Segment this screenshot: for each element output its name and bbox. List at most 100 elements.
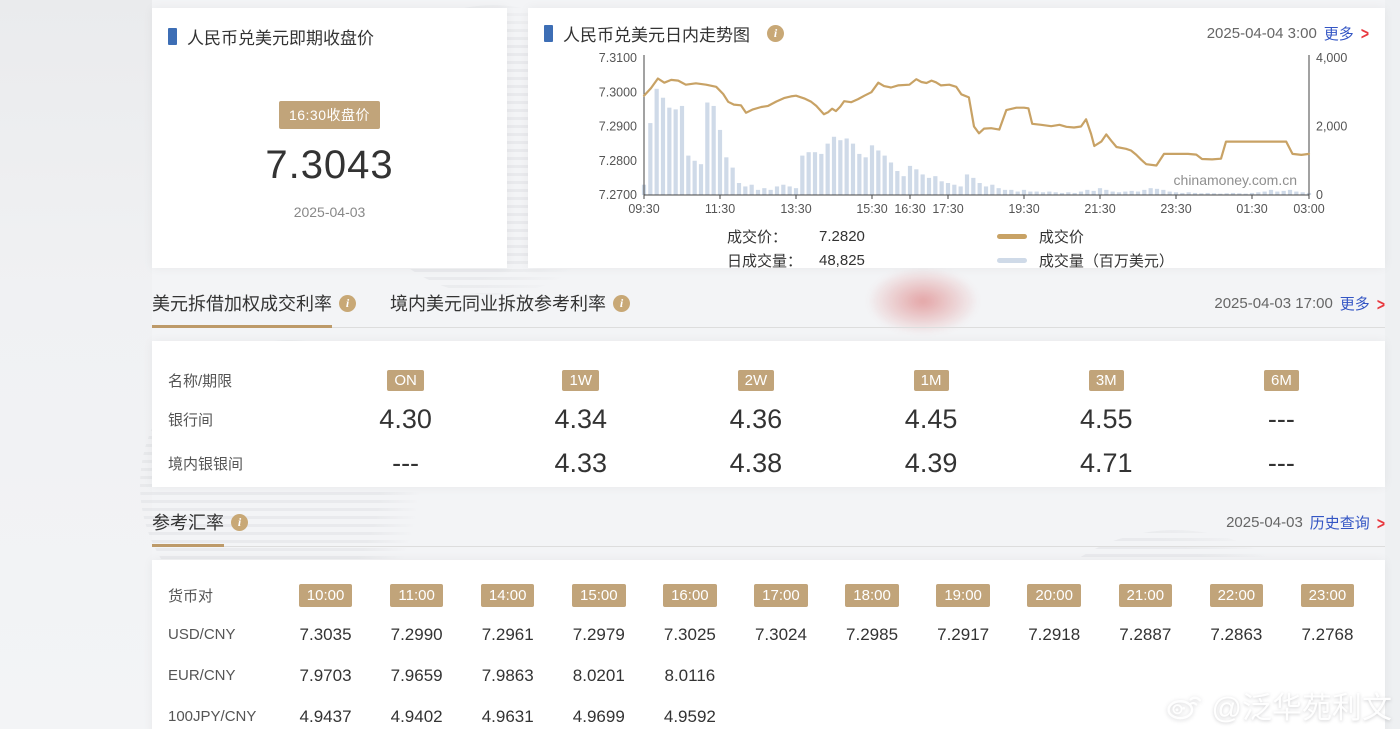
fx-section-bar: 参考汇率 i 2025-04-03 历史查询 > (152, 509, 1385, 547)
fx-cell: 7.2918 (1009, 625, 1100, 645)
volume-legend-swatch (996, 257, 1027, 263)
rate-value: --- (1267, 447, 1295, 478)
fx-value: 7.2768 (1301, 624, 1354, 644)
fx-table-row: USD/CNY 7.3035 7.2990 7.2961 7.2979 7.3025 7.3… (168, 614, 1373, 655)
intraday-timestamp: 2025-04-04 3:00 (1206, 24, 1317, 42)
chevron-right-icon[interactable]: > (1376, 293, 1385, 314)
time-badge: 15:00 (572, 583, 626, 607)
rates-timestamp: 2025-04-03 17:00 (1214, 295, 1333, 312)
fx-column-header: 23:00 (1282, 583, 1373, 607)
rates-more-link[interactable]: 更多 (1339, 296, 1370, 313)
fx-value: 4.9699 (572, 706, 625, 726)
fx-cell: 7.2917 (918, 625, 1009, 645)
fx-value: 7.3024 (754, 624, 807, 644)
intraday-chart[interactable]: 7.3100 7.3000 7.2900 7.2800 7.2700 4,000 2,000… (544, 48, 1369, 220)
fx-row-label: 100JPY/CNY (168, 708, 257, 725)
fx-value: 7.3035 (299, 624, 352, 644)
background-photo-strip-right (1385, 0, 1400, 729)
fx-value: 7.2985 (846, 624, 899, 644)
fx-value: 7.2961 (481, 624, 534, 644)
intraday-more-link[interactable]: 更多 (1323, 25, 1354, 43)
info-icon[interactable]: i (613, 294, 630, 312)
fx-value: 4.9402 (390, 706, 443, 726)
tab-reference-rates[interactable]: 参考汇率 i (152, 509, 248, 547)
rates-header-row: 名称/期限 ON 1W 2W 1M 3M 6M (168, 363, 1369, 397)
spot-close-price: 7.3043 (265, 143, 394, 187)
chevron-right-icon[interactable]: > (1360, 23, 1369, 43)
rate-value: 4.34 (554, 403, 608, 434)
price-legend-swatch (996, 233, 1027, 239)
fx-column-header: 17:00 (735, 583, 826, 607)
rates-column-header: 1W (493, 369, 668, 391)
rates-column-header: 6M (1194, 369, 1369, 391)
spot-close-date: 2025-04-03 (293, 204, 366, 220)
rates-column-header: 3M (1019, 369, 1194, 391)
fx-corner-label: 货币对 (168, 587, 214, 605)
fx-table-row: 100JPY/CNY 4.9437 4.9402 4.9631 4.9699 4.9592 (168, 696, 1373, 729)
price-legend-label: 成交价 (1038, 228, 1084, 246)
rates-table-row: 境内银银间 --- 4.33 4.38 4.39 4.71 --- (168, 441, 1369, 485)
fx-value: 7.9703 (299, 665, 352, 685)
rate-cell: 4.39 (844, 448, 1019, 479)
rate-value: --- (1267, 403, 1295, 434)
fx-cell: 7.9659 (371, 666, 462, 686)
fx-cell: 7.2961 (462, 625, 553, 645)
rate-cell: --- (1194, 448, 1369, 479)
info-icon[interactable]: i (767, 24, 784, 42)
background-flag-blur (868, 268, 978, 334)
tab-usd-lending-weighted-rate[interactable]: 美元拆借加权成交利率 i (152, 290, 356, 328)
fx-cell: 7.2979 (553, 625, 644, 645)
svg-text:16:30: 16:30 (894, 202, 925, 216)
fx-value: 4.9631 (481, 706, 534, 726)
svg-text:01:30: 01:30 (1236, 202, 1267, 216)
fx-column-header: 11:00 (371, 583, 462, 607)
rate-cell: 4.71 (1019, 448, 1194, 479)
chart-legend: 成交价 成交量（百万美元） (996, 224, 1174, 272)
rate-cell: --- (1194, 404, 1369, 435)
rate-cell: 4.33 (493, 448, 668, 479)
fx-value: 7.9659 (390, 665, 443, 685)
title-bullet-icon (544, 24, 553, 42)
fx-column-header: 10:00 (280, 583, 371, 607)
fx-column-header: 19:00 (918, 583, 1009, 607)
fx-value: 7.2917 (937, 624, 990, 644)
fx-date: 2025-04-03 (1226, 514, 1303, 531)
svg-text:2,000: 2,000 (1316, 120, 1347, 134)
volume-legend-label: 成交量（百万美元） (1038, 252, 1174, 270)
time-badge: 23:00 (1300, 583, 1355, 607)
time-badge: 14:00 (480, 583, 535, 607)
svg-text:23:30: 23:30 (1160, 202, 1191, 216)
svg-text:chinamoney.com.cn: chinamoney.com.cn (1174, 172, 1297, 188)
spot-card-title-text: 人民币兑美元即期收盘价 (187, 29, 374, 48)
fx-value: 4.9437 (299, 706, 352, 726)
tab-domestic-usd-interbank-reference-rate[interactable]: 境内美元同业拆放参考利率 i (390, 290, 630, 316)
fx-value: 4.9592 (663, 706, 716, 726)
info-icon[interactable]: i (339, 294, 356, 312)
intraday-card-title: 人民币兑美元日内走势图 i (544, 21, 784, 46)
fx-cell: 7.2990 (371, 625, 462, 645)
svg-text:7.2800: 7.2800 (599, 154, 637, 168)
time-badge: 11:00 (390, 583, 443, 607)
intraday-card-title-text: 人民币兑美元日内走势图 (563, 25, 750, 45)
time-badge: 21:00 (1118, 583, 1173, 607)
fx-cell: 7.3025 (644, 625, 735, 645)
rates-corner-label: 名称/期限 (168, 372, 233, 390)
title-bullet-icon (168, 28, 177, 45)
fx-cell: 4.9437 (280, 707, 371, 727)
fx-table-card: 货币对 10:00 11:00 14:00 15:00 16:00 17:00 18:00 19… (152, 560, 1385, 729)
last-price-value: 7.2820 (819, 227, 865, 245)
fx-column-header: 18:00 (827, 583, 918, 607)
last-price-label: 成交价： (727, 228, 788, 246)
spot-close-card: 人民币兑美元即期收盘价 16:30收盘价 7.3043 2025-04-03 (152, 8, 507, 268)
fx-cell: 7.2887 (1100, 625, 1191, 645)
rate-value: 4.38 (729, 447, 783, 478)
fx-value: 7.2918 (1028, 624, 1081, 644)
rate-cell: 4.36 (668, 404, 843, 435)
term-badge: 2W (737, 369, 775, 391)
time-badge: 17:00 (754, 583, 808, 607)
fx-history-link[interactable]: 历史查询 (1309, 515, 1370, 532)
svg-text:0: 0 (1316, 188, 1323, 202)
info-icon[interactable]: i (231, 513, 248, 531)
day-volume-value: 48,825 (819, 251, 865, 269)
chevron-right-icon[interactable]: > (1376, 512, 1385, 533)
